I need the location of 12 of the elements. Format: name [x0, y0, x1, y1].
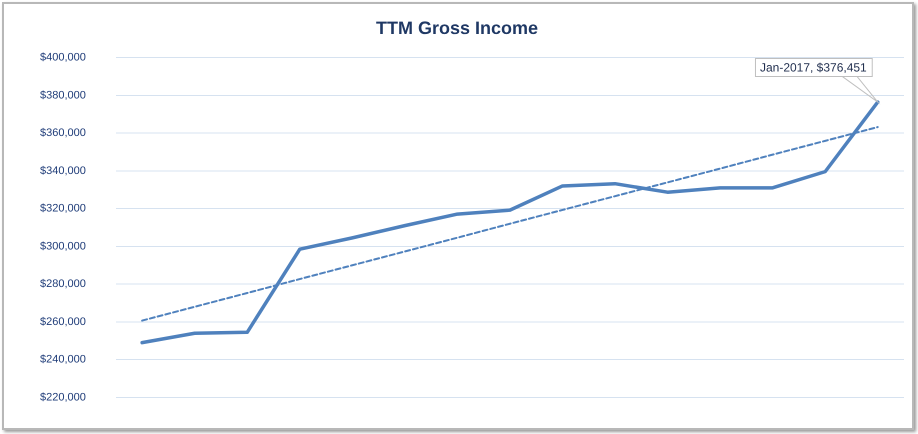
chart-title: TTM Gross Income — [376, 18, 538, 38]
y-tick-label: $380,000 — [40, 89, 86, 102]
annotation: Jan-2017, $376,451 — [760, 60, 868, 74]
y-tick-label: $360,000 — [40, 127, 86, 140]
y-tick-label: $280,000 — [40, 278, 86, 290]
y-tick-label: $320,000 — [40, 202, 86, 215]
y-tick-label: $240,000 — [40, 354, 86, 366]
y-tick-label: $400,000 — [40, 52, 86, 64]
y-tick-label: $220,000 — [40, 391, 86, 404]
y-tick-label: $260,000 — [40, 316, 86, 328]
y-tick-label: $300,000 — [40, 240, 86, 252]
y-tick-label: $340,000 — [40, 164, 86, 177]
